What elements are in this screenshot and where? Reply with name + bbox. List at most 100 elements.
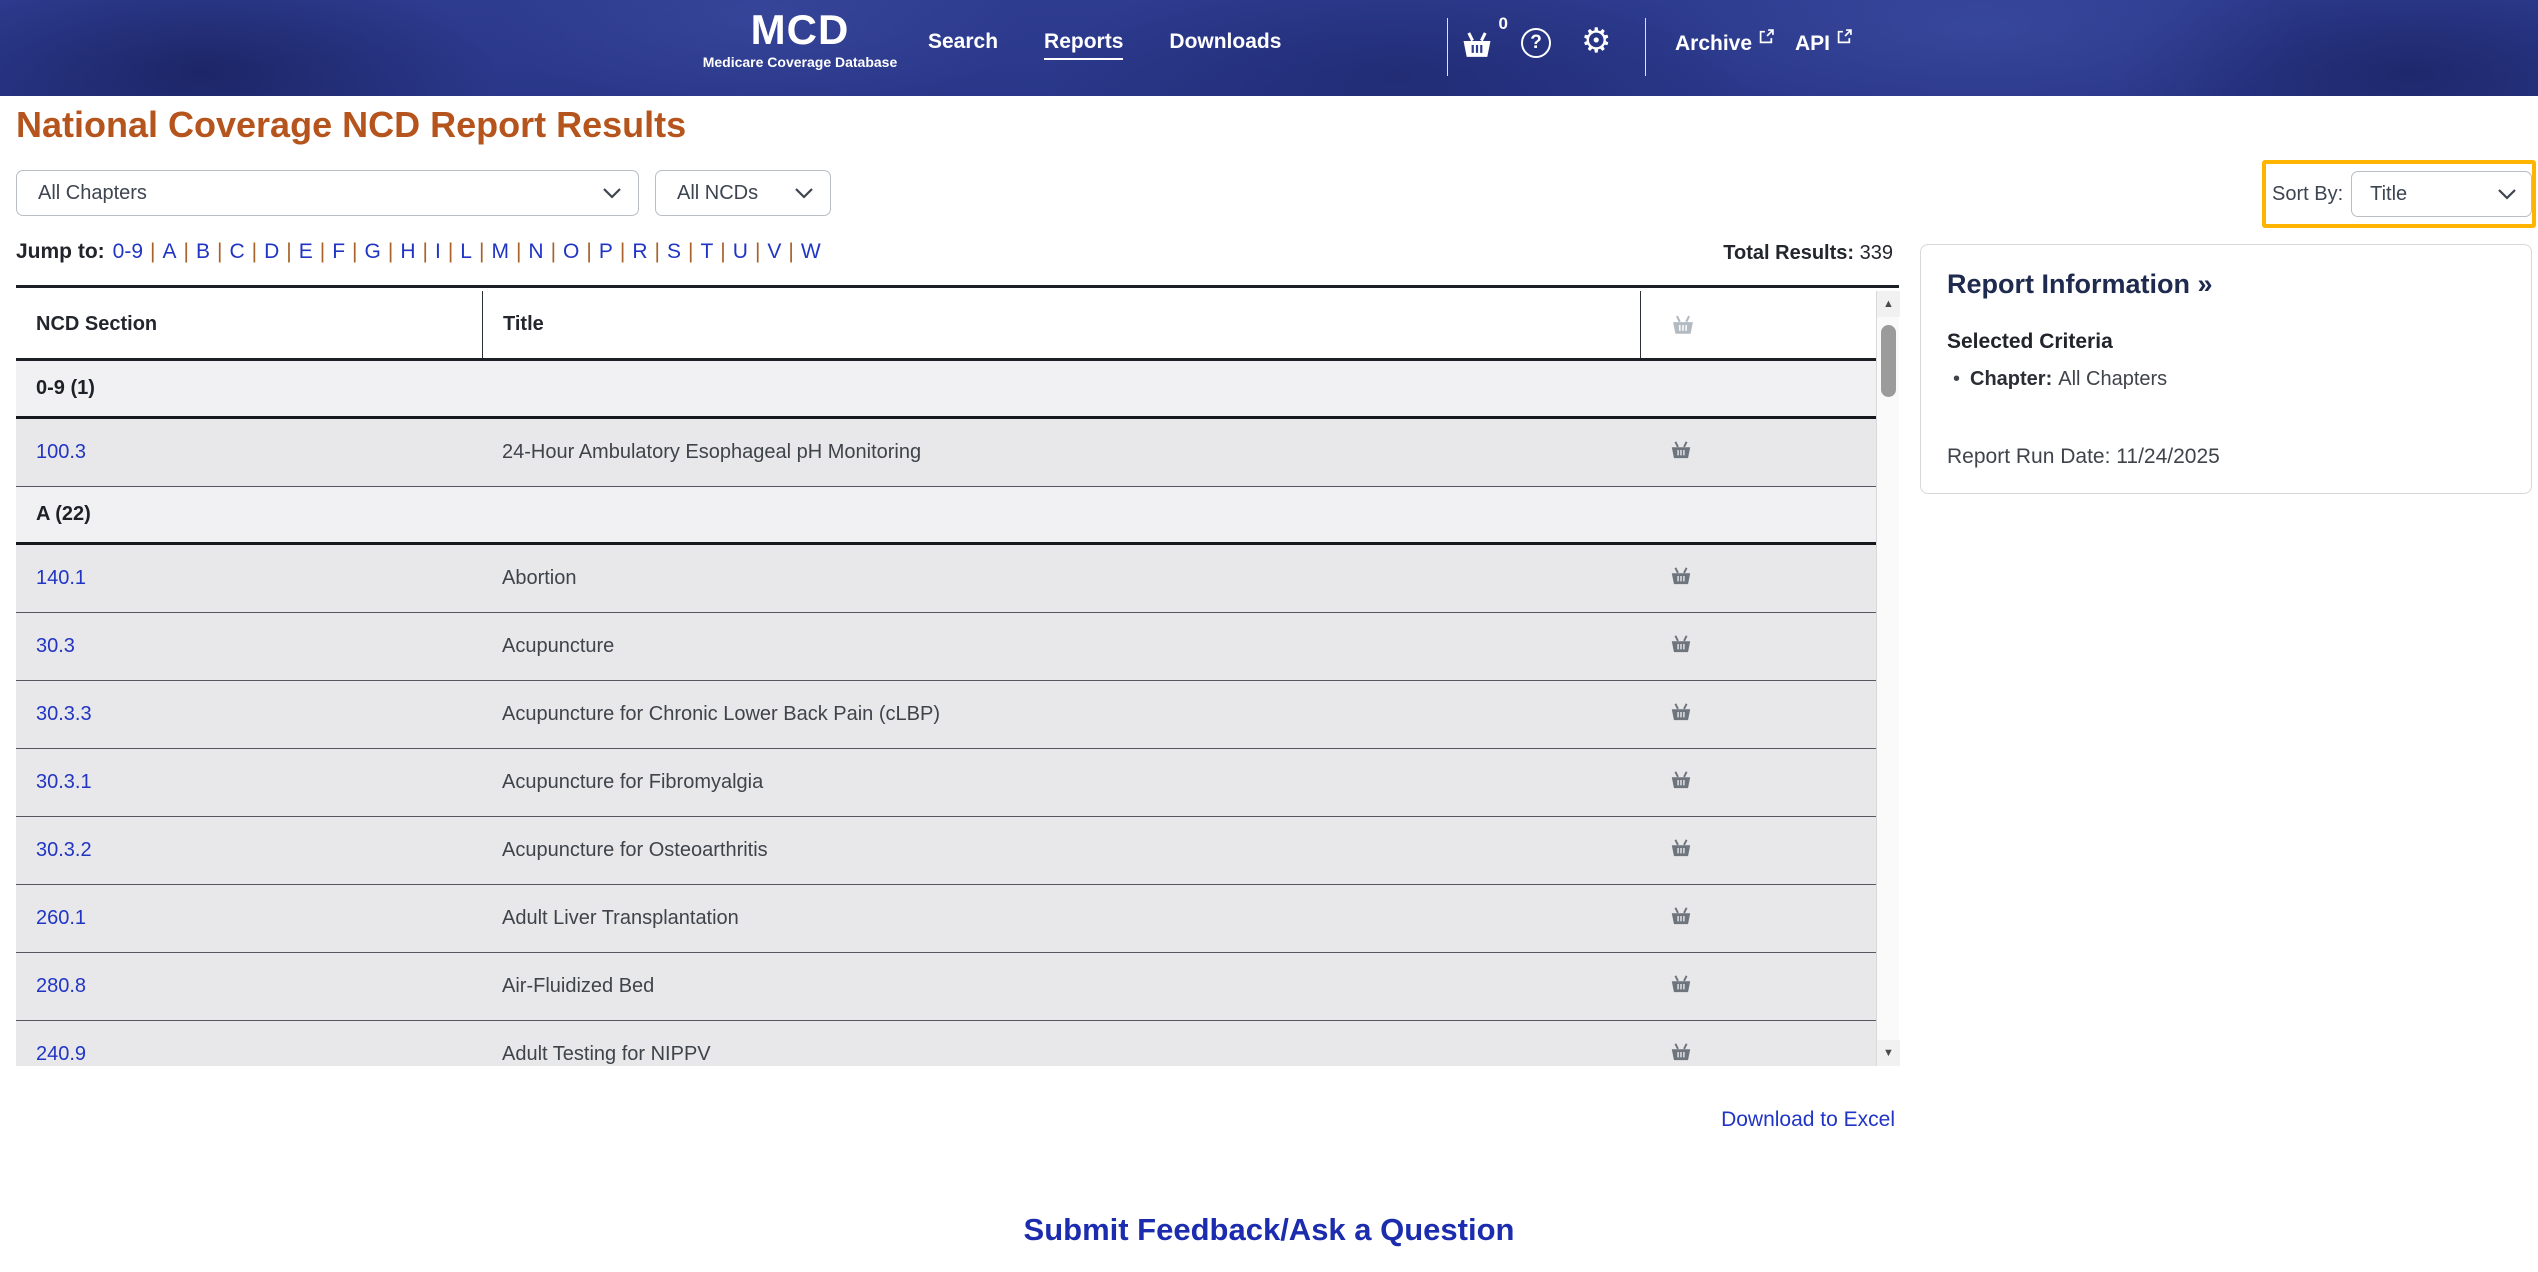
jump-separator: |	[720, 240, 726, 263]
table-body: 0-9 (1) 100.3 24-Hour Ambulatory Esophag…	[16, 361, 1876, 1066]
jump-link-u[interactable]: U	[732, 240, 748, 263]
ncd-section-link[interactable]: 240.9	[36, 1043, 87, 1065]
criteria-value: All Chapters	[2058, 368, 2168, 390]
add-to-basket-icon[interactable]	[1668, 903, 1694, 929]
basket-cell	[1640, 437, 1876, 468]
ncd-section-link[interactable]: 30.3.3	[36, 703, 92, 725]
add-to-basket-icon[interactable]	[1668, 971, 1694, 997]
jump-link-l[interactable]: L	[460, 240, 472, 263]
nav-reports[interactable]: Reports	[1044, 30, 1124, 60]
basket-button[interactable]: 0	[1458, 14, 1508, 69]
jump-link-t[interactable]: T	[700, 240, 714, 263]
report-run-date-label: Report Run Date:	[1947, 445, 2111, 468]
download-to-excel-link[interactable]: Download to Excel	[1721, 1108, 1895, 1131]
submit-feedback-link[interactable]: Submit Feedback/Ask a Question	[1023, 1212, 1515, 1247]
report-run-date: Report Run Date: 11/24/2025	[1947, 445, 2220, 469]
api-link[interactable]: API	[1795, 29, 1852, 56]
scrollbar-down-button[interactable]: ▼	[1877, 1040, 1900, 1066]
jump-separator: |	[688, 240, 694, 263]
jump-link-b[interactable]: B	[195, 240, 210, 263]
table-group-row: 0-9 (1)	[16, 361, 1876, 419]
mcd-logo-subtitle: Medicare Coverage Database	[702, 54, 898, 70]
ncd-section-cell: 30.3.1	[16, 771, 482, 794]
jump-link-f[interactable]: F	[332, 240, 346, 263]
nav-search[interactable]: Search	[928, 30, 999, 53]
jump-separator: |	[478, 240, 485, 263]
add-to-basket-icon[interactable]	[1668, 767, 1694, 793]
jump-link-r[interactable]: R	[632, 240, 648, 263]
basket-cell	[1640, 971, 1876, 1002]
ncd-section-link[interactable]: 30.3.2	[36, 839, 92, 861]
ncd-select[interactable]: All NCDs	[655, 170, 831, 216]
jump-link-n[interactable]: N	[528, 240, 544, 263]
jump-link-i[interactable]: I	[434, 240, 441, 263]
jump-link-e[interactable]: E	[298, 240, 313, 263]
jump-link-0-9[interactable]: 0-9	[112, 240, 144, 263]
ncd-section-cell: 100.3	[16, 441, 482, 464]
mcd-logo-text: MCD	[750, 6, 850, 53]
sort-by-value: Title	[2370, 182, 2408, 205]
table-row: 30.3.3 Acupuncture for Chronic Lower Bac…	[16, 681, 1876, 749]
title-cell: Acupuncture for Fibromyalgia	[502, 771, 764, 793]
table-row: 260.1 Adult Liver Transplantation	[16, 885, 1876, 953]
jump-link-d[interactable]: D	[264, 240, 280, 263]
jump-link-a[interactable]: A	[162, 240, 177, 263]
add-to-basket-icon[interactable]	[1668, 437, 1694, 463]
title-cell: Abortion	[502, 567, 577, 589]
archive-link[interactable]: Archive	[1675, 29, 1774, 56]
add-to-basket-icon[interactable]	[1668, 563, 1694, 589]
jump-separator: |	[352, 240, 358, 263]
nav-downloads[interactable]: Downloads	[1169, 30, 1282, 53]
jump-link-c[interactable]: C	[229, 240, 245, 263]
settings-button[interactable]: ⚙	[1581, 24, 1611, 58]
add-to-basket-icon[interactable]	[1668, 631, 1694, 657]
table-scrollbar[interactable]: ▲ ▼	[1876, 291, 1900, 1066]
sort-by-select[interactable]: Title	[2351, 171, 2532, 217]
table-row: 30.3.1 Acupuncture for Fibromyalgia	[16, 749, 1876, 817]
ncd-section-link[interactable]: 140.1	[36, 567, 87, 589]
ncd-section-link[interactable]: 100.3	[36, 441, 87, 463]
jump-link-m[interactable]: M	[491, 240, 509, 263]
jump-link-p[interactable]: P	[598, 240, 613, 263]
jump-separator: |	[619, 240, 626, 263]
report-information-panel: Report Information » Selected Criteria •…	[1920, 244, 2532, 494]
report-run-date-value: 11/24/2025	[2116, 445, 2220, 468]
basket-cell	[1640, 903, 1876, 934]
jump-link-h[interactable]: H	[400, 240, 416, 263]
add-to-basket-icon[interactable]	[1668, 1039, 1694, 1065]
ncd-section-cell: 240.9	[16, 1043, 482, 1066]
jump-link-o[interactable]: O	[563, 240, 580, 263]
column-header-ncd-section: NCD Section	[36, 313, 158, 335]
results-table: NCD Section Title 0-9 (1) 100.3 24-Hour …	[16, 285, 1900, 1066]
chapter-select[interactable]: All Chapters	[16, 170, 639, 216]
ncd-section-link[interactable]: 260.1	[36, 907, 87, 929]
help-button[interactable]: ?	[1521, 28, 1551, 58]
ncd-select-value: All NCDs	[677, 181, 759, 204]
selected-criteria-heading: Selected Criteria	[1947, 330, 2113, 353]
criteria-label: Chapter:	[1970, 368, 2053, 390]
ncd-section-cell: 30.3.3	[16, 703, 482, 726]
page-title: National Coverage NCD Report Results	[16, 104, 687, 145]
top-navigation-bar: MCD Medicare Coverage Database Search Re…	[0, 0, 2538, 96]
scrollbar-thumb[interactable]	[1881, 325, 1896, 397]
download-to-excel-wrap: Download to Excel	[1380, 1108, 1895, 1132]
report-information-heading[interactable]: Report Information »	[1947, 269, 2213, 299]
ncd-section-link[interactable]: 280.8	[36, 975, 87, 997]
jump-link-v[interactable]: V	[767, 240, 782, 263]
mcd-logo[interactable]: MCD Medicare Coverage Database	[700, 6, 900, 71]
table-row: 100.3 24-Hour Ambulatory Esophageal pH M…	[16, 419, 1876, 487]
jump-link-s[interactable]: S	[666, 240, 681, 263]
title-cell: Adult Testing for NIPPV	[502, 1043, 711, 1065]
scrollbar-up-button[interactable]: ▲	[1877, 291, 1900, 317]
nav-divider-2	[1645, 18, 1646, 76]
basket-cell	[1640, 699, 1876, 730]
jump-link-g[interactable]: G	[364, 240, 381, 263]
jump-link-w[interactable]: W	[800, 240, 821, 263]
ncd-section-link[interactable]: 30.3	[36, 635, 75, 657]
add-to-basket-icon[interactable]	[1668, 835, 1694, 861]
chapter-select-value: All Chapters	[38, 181, 147, 204]
sort-by-label: Sort By:	[2272, 182, 2344, 205]
nav-divider	[1447, 18, 1448, 76]
add-to-basket-icon[interactable]	[1668, 699, 1694, 725]
ncd-section-link[interactable]: 30.3.1	[36, 771, 92, 793]
